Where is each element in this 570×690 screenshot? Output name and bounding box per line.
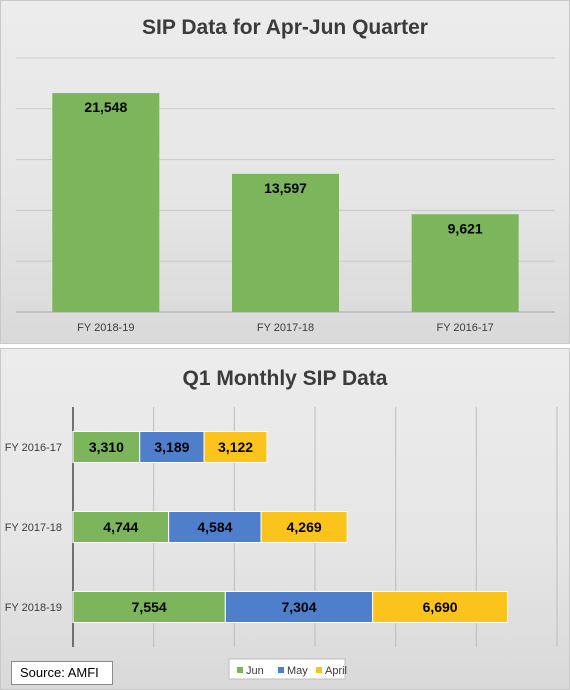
bar-segment xyxy=(224,591,374,623)
x-tick-label: FY 2017-18 xyxy=(257,322,314,334)
bar xyxy=(411,214,519,312)
bar-segment xyxy=(203,431,268,463)
data-label: 9,621 xyxy=(448,220,483,236)
bar-segment xyxy=(72,591,226,623)
y-tick-label: FY 2018-19 xyxy=(5,602,62,614)
y-tick-label: FY 2017-18 xyxy=(5,522,62,534)
legend-label: Jun xyxy=(246,665,264,677)
data-label: 3,189 xyxy=(154,439,189,455)
bar-segment xyxy=(139,431,205,463)
data-label: 21,548 xyxy=(84,99,127,115)
data-label: 13,597 xyxy=(264,180,307,196)
bar xyxy=(52,93,160,312)
data-label: 6,690 xyxy=(423,599,458,615)
sip-quarter-bar-chart: SIP Data for Apr-Jun Quarter 21,548 FY 20… xyxy=(16,16,555,334)
chart-title: SIP Data for Apr-Jun Quarter xyxy=(142,16,428,39)
chart-title: Q1 Monthly SIP Data xyxy=(183,367,388,390)
y-tick-label: FY 2016-17 xyxy=(5,442,62,454)
data-label: 4,269 xyxy=(287,519,322,535)
bar-segment xyxy=(372,591,509,623)
legend-swatch xyxy=(316,667,322,673)
data-label: 3,310 xyxy=(89,439,124,455)
bar-segment xyxy=(72,511,170,543)
source-note: Source: AMFI xyxy=(11,661,113,685)
bar-segment xyxy=(260,511,348,543)
data-label: 3,122 xyxy=(218,439,253,455)
x-tick-label: FY 2018-19 xyxy=(77,322,134,334)
legend-label: May xyxy=(287,665,308,677)
data-label: 4,744 xyxy=(103,519,138,535)
legend-swatch xyxy=(278,667,284,673)
legend-label: April xyxy=(325,665,347,677)
legend-swatch xyxy=(237,667,243,673)
data-label: 7,554 xyxy=(132,599,167,615)
data-label: 7,304 xyxy=(281,599,316,615)
bar xyxy=(232,173,339,312)
x-tick-label: FY 2016-17 xyxy=(437,322,494,334)
data-label: 4,584 xyxy=(197,519,232,535)
legend-box xyxy=(228,658,346,680)
